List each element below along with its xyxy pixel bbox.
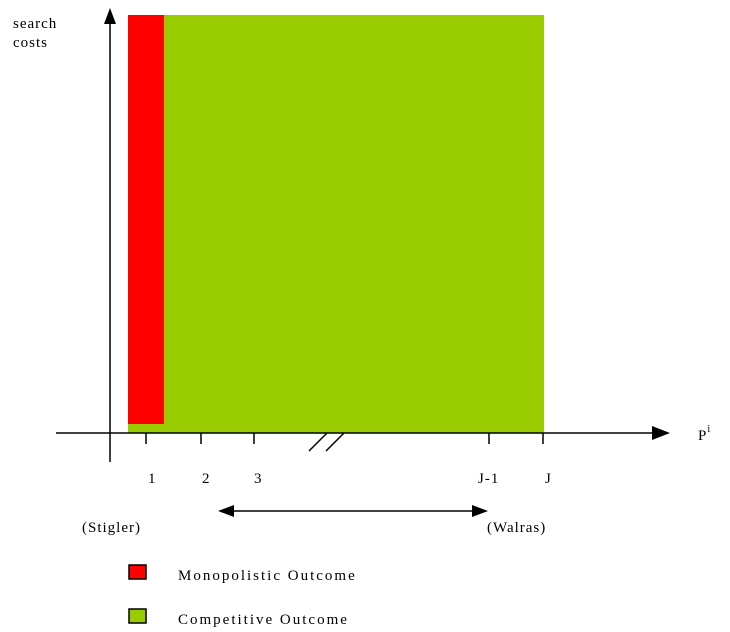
- legend-swatch-monopolistic: [128, 564, 147, 580]
- x-axis-label-main: P: [698, 428, 707, 444]
- y-axis-arrowhead: [104, 8, 116, 24]
- axis-break-mark-right: [325, 432, 345, 452]
- axis-break-mark-left: [308, 432, 328, 452]
- x-axis-label-superscript: i: [707, 424, 711, 435]
- endpoint-label-walras: (Walras): [487, 520, 546, 536]
- tick-label-1: 1: [148, 471, 157, 487]
- x-axis-label: Pi: [698, 424, 711, 444]
- x-axis-arrowhead: [652, 426, 670, 440]
- range-arrowhead-left: [218, 505, 234, 517]
- endpoint-label-stigler: (Stigler): [82, 520, 141, 536]
- range-arrowhead-right: [472, 505, 488, 517]
- tick-label-2: 2: [202, 471, 211, 487]
- y-axis-label-line2: costs: [13, 35, 48, 51]
- legend-label-competitive: Competitive Outcome: [178, 612, 349, 628]
- monopolistic-region: [128, 15, 164, 424]
- competitive-region: [128, 15, 544, 433]
- tick-label-3: 3: [254, 471, 263, 487]
- tick-label-j-minus-1: J-1: [478, 471, 499, 487]
- y-axis-label-line1: search: [13, 16, 57, 32]
- legend-label-monopolistic: Monopolistic Outcome: [178, 568, 357, 584]
- tick-label-j: J: [545, 471, 552, 487]
- legend-swatch-competitive: [128, 608, 147, 624]
